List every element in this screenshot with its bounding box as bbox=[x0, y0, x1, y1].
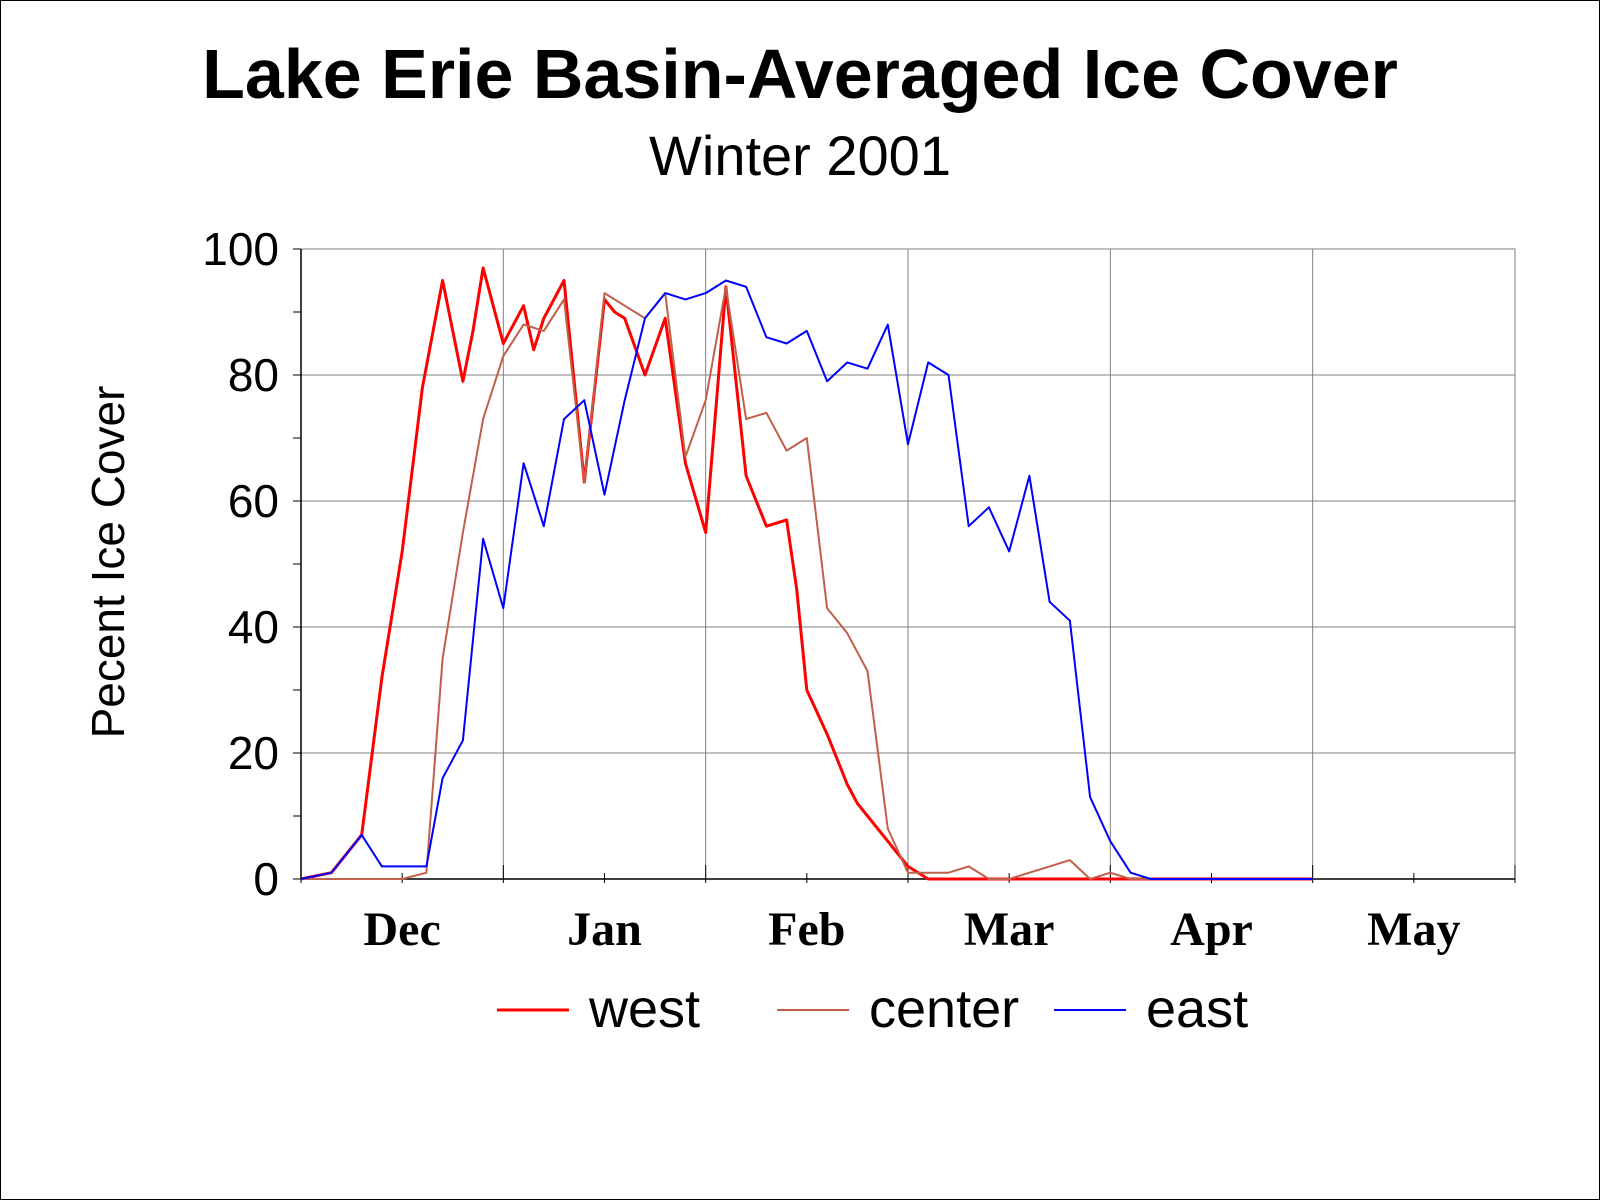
y-tick-label: 60 bbox=[228, 475, 279, 527]
chart-title: Lake Erie Basin-Averaged Ice Cover bbox=[202, 35, 1398, 113]
legend-label-east: east bbox=[1146, 979, 1248, 1039]
x-tick-label: Feb bbox=[768, 903, 845, 956]
x-tick-label: Mar bbox=[964, 903, 1055, 956]
y-axis-label: Pecent Ice Cover bbox=[82, 386, 134, 739]
series-line-east bbox=[300, 279, 1313, 880]
legend: west center east bbox=[497, 979, 1248, 1039]
y-tick-label: 20 bbox=[228, 727, 279, 779]
legend-label-center: center bbox=[869, 979, 1019, 1039]
x-tick-label: May bbox=[1367, 903, 1460, 956]
y-tick-label: 100 bbox=[202, 223, 279, 275]
x-tick-label: Dec bbox=[364, 903, 441, 956]
chart-subtitle: Winter 2001 bbox=[649, 124, 951, 187]
series-line-west bbox=[300, 266, 1313, 881]
legend-label-west: west bbox=[588, 979, 700, 1039]
y-tick-label: 80 bbox=[228, 349, 279, 401]
plot-area: 0 20 40 60 80 100 Dec Jan Feb Mar Apr May bbox=[202, 223, 1516, 956]
x-tick-label: Apr bbox=[1170, 903, 1253, 956]
x-tick-label: Jan bbox=[567, 903, 642, 956]
y-tick-label: 0 bbox=[253, 853, 279, 905]
y-tick-label: 40 bbox=[228, 601, 279, 653]
series-line-center bbox=[301, 285, 1313, 880]
